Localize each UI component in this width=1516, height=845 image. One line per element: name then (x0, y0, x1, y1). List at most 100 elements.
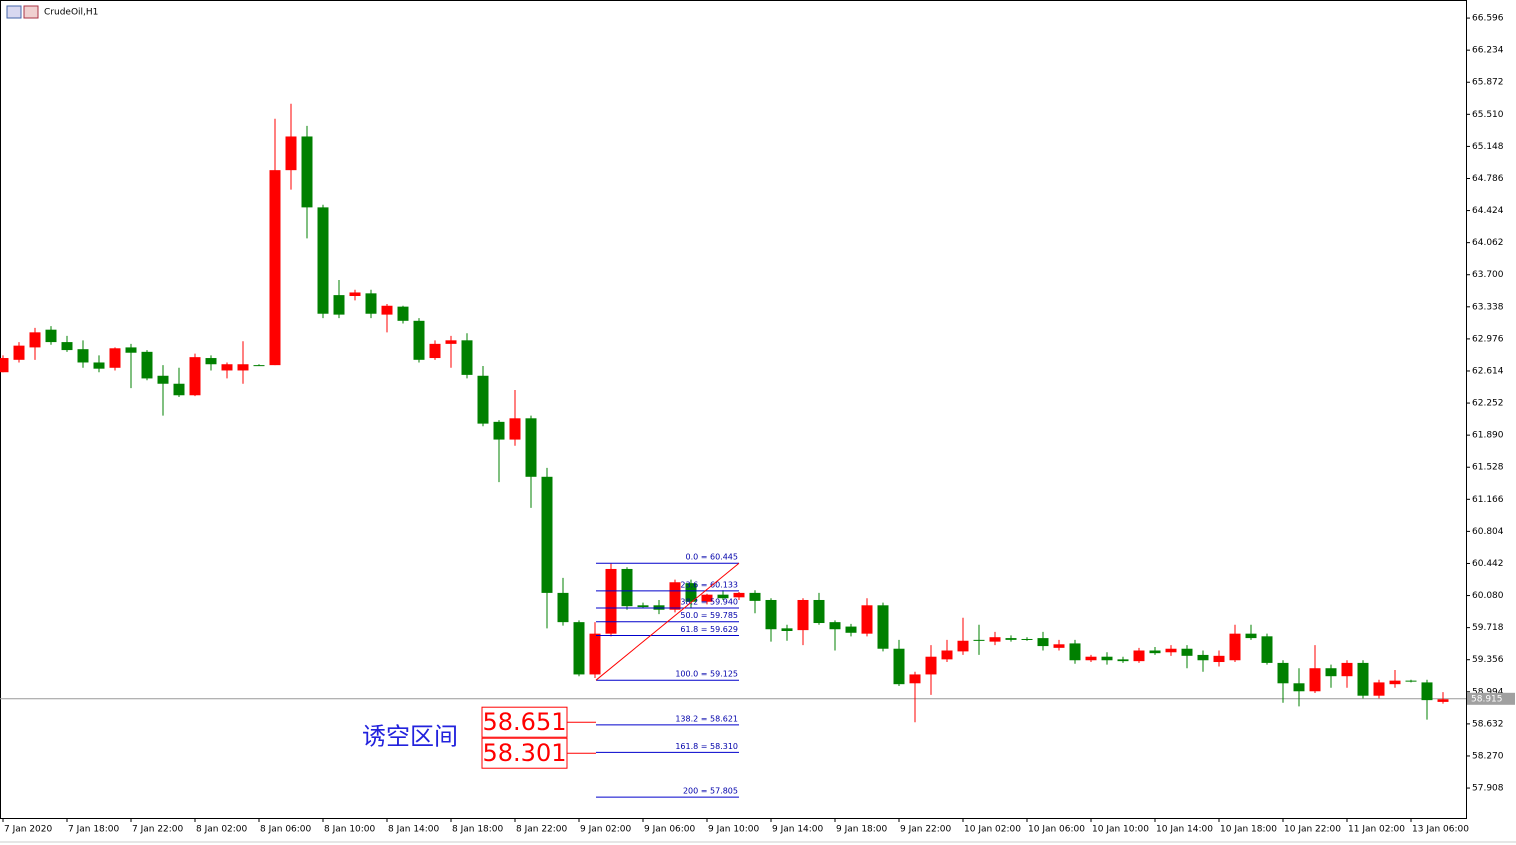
candle-body (1341, 662, 1353, 677)
candle-body (621, 568, 633, 607)
fib-label: 161.8 = 58.310 (675, 742, 738, 751)
fib-label: 38.2 = 59.940 (680, 597, 738, 606)
candle-body (941, 650, 953, 660)
x-tick-label: 7 Jan 18:00 (68, 825, 120, 835)
y-tick-label: 59.718 (1472, 623, 1504, 633)
candle-body (1277, 662, 1289, 684)
fib-label: 138.2 = 58.621 (675, 714, 738, 723)
x-tick-label: 9 Jan 22:00 (900, 825, 952, 835)
candle-body (1437, 699, 1449, 702)
candle-body (189, 357, 201, 396)
candle-body (221, 364, 233, 371)
candle-body (285, 136, 297, 171)
x-tick-label: 10 Jan 06:00 (1028, 825, 1085, 835)
y-tick-label: 66.596 (1472, 14, 1504, 24)
candle-body (797, 599, 809, 631)
candle-body (1389, 680, 1401, 685)
y-tick-label: 61.166 (1472, 495, 1504, 505)
candle-body (269, 170, 281, 366)
candle-body (685, 583, 697, 602)
candle-body (141, 351, 153, 379)
candle-body (1357, 662, 1369, 696)
candle-body (749, 592, 761, 601)
fib-trend-line (595, 562, 740, 681)
fib-label: 100.0 = 59.125 (675, 670, 738, 679)
last-price-box (1467, 692, 1515, 705)
y-tick-label: 64.424 (1472, 206, 1504, 216)
candle-body (861, 605, 873, 634)
y-tick-label: 65.148 (1472, 142, 1504, 152)
y-tick-label: 63.700 (1472, 270, 1504, 280)
candle-body (493, 421, 505, 440)
candle-body (509, 418, 521, 440)
candle-body (13, 345, 25, 360)
candle-body (301, 136, 313, 208)
x-tick-label: 10 Jan 10:00 (1092, 825, 1149, 835)
x-tick-label: 9 Jan 02:00 (580, 825, 632, 835)
chart-title: CrudeOil,H1 (44, 8, 98, 18)
candle-body (909, 674, 921, 684)
candle-body (589, 633, 601, 675)
candle-body (1261, 636, 1273, 663)
x-tick-label: 8 Jan 10:00 (324, 825, 376, 835)
y-tick-label: 58.632 (1472, 719, 1504, 729)
candle-body (397, 306, 409, 321)
y-tick-label: 60.442 (1472, 559, 1504, 569)
candle-body (541, 476, 553, 593)
candle-body (1101, 656, 1113, 661)
y-tick-label: 58.270 (1472, 751, 1504, 761)
fib-label: 200 = 57.805 (683, 787, 738, 796)
candle-body (557, 592, 569, 623)
candle-body (717, 594, 729, 599)
candle-body (1037, 638, 1049, 647)
y-tick-label: 62.976 (1472, 334, 1504, 344)
x-tick-label: 7 Jan 2020 (4, 825, 52, 835)
candle-body (973, 639, 985, 641)
fib-label: 61.8 = 59.629 (680, 625, 738, 634)
zone-value: 58.301 (483, 739, 567, 767)
plot-frame (0, 0, 1467, 819)
fib-label: 50.0 = 59.785 (680, 611, 738, 620)
x-tick-label: 10 Jan 14:00 (1156, 825, 1213, 835)
candle-body (1293, 683, 1305, 692)
candle-body (1165, 648, 1177, 653)
candle-body (877, 605, 889, 649)
candle-body (1213, 655, 1225, 663)
candle-body (1373, 682, 1385, 696)
candle-body (1005, 638, 1017, 640)
x-tick-label: 8 Jan 06:00 (260, 825, 312, 835)
x-tick-label: 9 Jan 18:00 (836, 825, 888, 835)
x-tick-label: 8 Jan 22:00 (516, 825, 568, 835)
y-tick-label: 63.338 (1472, 302, 1504, 312)
x-tick-label: 10 Jan 02:00 (964, 825, 1021, 835)
candle-body (669, 582, 681, 610)
chart-icon (6, 5, 39, 19)
x-tick-label: 10 Jan 22:00 (1284, 825, 1341, 835)
candle-body (205, 358, 217, 365)
candle-body (1021, 638, 1033, 640)
candle-body (461, 340, 473, 375)
x-tick-label: 10 Jan 18:00 (1220, 825, 1277, 835)
zone-box (481, 706, 568, 738)
candle-body (829, 622, 841, 630)
x-tick-label: 7 Jan 22:00 (132, 825, 184, 835)
candle-body (765, 599, 777, 630)
candle-body (781, 628, 793, 632)
y-tick-label: 61.890 (1472, 431, 1504, 441)
candle-body (1085, 656, 1097, 661)
candle-body (605, 568, 617, 634)
zone-label: 诱空区间 (362, 723, 458, 751)
fib-label: 0.0 = 60.445 (685, 553, 738, 562)
candle-body (893, 648, 905, 685)
y-tick-label: 65.510 (1472, 110, 1504, 120)
candle-body (429, 343, 441, 359)
y-tick-label: 57.908 (1472, 784, 1504, 794)
candle-body (1149, 650, 1161, 654)
candle-body (1053, 644, 1065, 648)
y-tick-label: 62.252 (1472, 399, 1504, 409)
candle-body (0, 358, 9, 373)
x-tick-label: 11 Jan 02:00 (1348, 825, 1405, 835)
candle-body (157, 375, 169, 384)
